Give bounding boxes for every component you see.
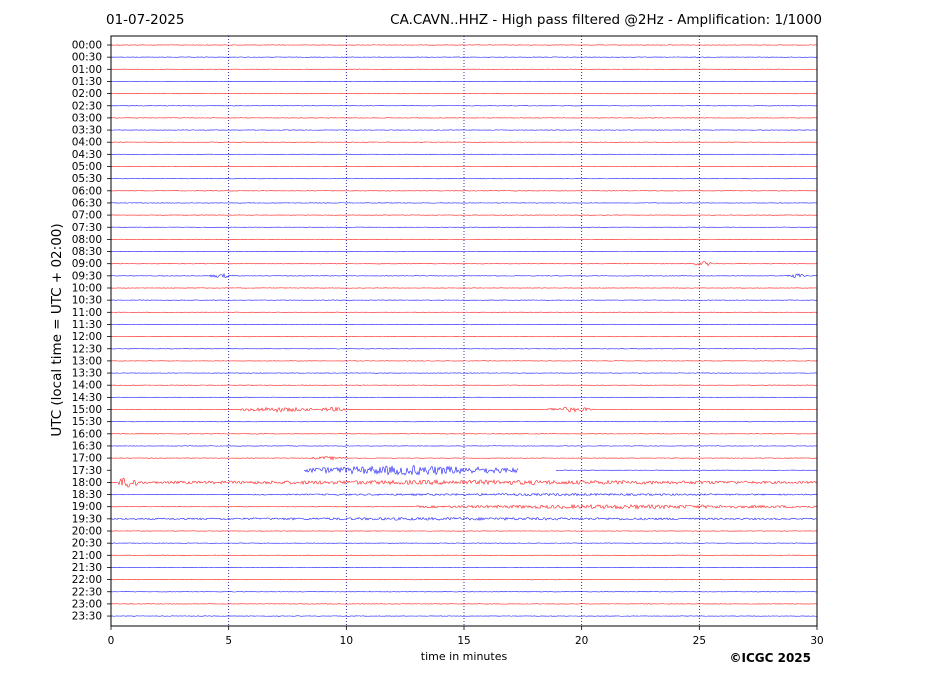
y-axis-label: UTC (local time = UTC + 02:00) [49,223,65,437]
y-tick-label: 19:00 [72,501,102,513]
y-tick-label: 03:00 [72,112,102,124]
y-tick-label: 04:30 [72,149,102,161]
y-tick-label: 02:30 [72,100,102,112]
y-tick-label: 09:30 [72,270,102,282]
y-tick-label: 18:00 [72,477,102,489]
y-tick-label: 08:00 [72,234,102,246]
y-tick-label: 13:30 [72,368,102,380]
y-tick-label: 06:00 [72,185,102,197]
y-tick-label: 13:00 [72,355,102,367]
y-tick-label: 15:30 [72,416,102,428]
trace-1930 [110,516,818,522]
trace-0900 [110,261,818,267]
y-tick-label: 11:00 [72,307,102,319]
y-tick-label: 02:00 [72,88,102,100]
y-tick-label: 20:30 [72,538,102,550]
x-tick-label: 5 [225,635,232,647]
y-tick-label: 05:00 [72,161,102,173]
y-tick-label: 07:00 [72,210,102,222]
y-tick-label: 22:00 [72,574,102,586]
trace-1730 [303,464,818,476]
y-tick-label: 05:30 [72,173,102,185]
x-tick-label: 0 [108,635,115,647]
y-tick-label: 09:00 [72,258,102,270]
x-tick-label: 20 [575,635,588,647]
y-tick-label: 21:00 [72,550,102,562]
y-tick-label: 18:30 [72,489,102,501]
y-tick-label: 19:30 [72,513,102,525]
y-tick-label: 00:30 [72,52,102,64]
y-tick-label: 07:30 [72,222,102,234]
y-tick-label: 03:30 [72,125,102,137]
y-tick-label: 10:30 [72,295,102,307]
y-tick-label: 21:30 [72,562,102,574]
y-tick-label: 14:00 [72,380,102,392]
y-tick-label: 10:00 [72,283,102,295]
y-tick-label: 00:00 [72,40,102,52]
y-tick-label: 06:30 [72,197,102,209]
x-tick-label: 10 [340,635,353,647]
y-tick-label: 22:30 [72,586,102,598]
x-tick-label: 15 [457,635,470,647]
chart-title: CA.CAVN..HHZ - High pass filtered @2Hz -… [390,12,822,28]
trace-1700 [110,455,818,461]
trace-1500 [110,406,818,413]
y-tick-label: 08:30 [72,246,102,258]
x-axis-label: time in minutes [420,650,508,663]
y-tick-label: 01:00 [72,64,102,76]
y-tick-label: 14:30 [72,392,102,404]
y-tick-label: 16:30 [72,440,102,452]
y-tick-label: 23:30 [72,611,102,623]
y-tick-label: 16:00 [72,428,102,440]
y-tick-label: 12:00 [72,331,102,343]
y-tick-label: 01:30 [72,76,102,88]
x-tick-label: 30 [810,635,823,647]
y-tick-label: 11:30 [72,319,102,331]
date-label: 01-07-2025 [106,12,185,28]
trace-0930 [110,272,818,278]
trace-1900 [110,503,818,510]
y-tick-label: 17:30 [72,465,102,477]
y-tick-label: 04:00 [72,137,102,149]
x-tick-label: 25 [693,635,706,647]
trace-1800 [110,477,818,488]
y-tick-label: 17:00 [72,453,102,465]
y-tick-label: 12:30 [72,343,102,355]
trace-1830 [110,492,818,497]
y-tick-label: 15:00 [72,404,102,416]
copyright-label: ©ICGC 2025 [729,651,811,665]
y-tick-label: 20:00 [72,526,102,538]
y-tick-label: 23:00 [72,598,102,610]
